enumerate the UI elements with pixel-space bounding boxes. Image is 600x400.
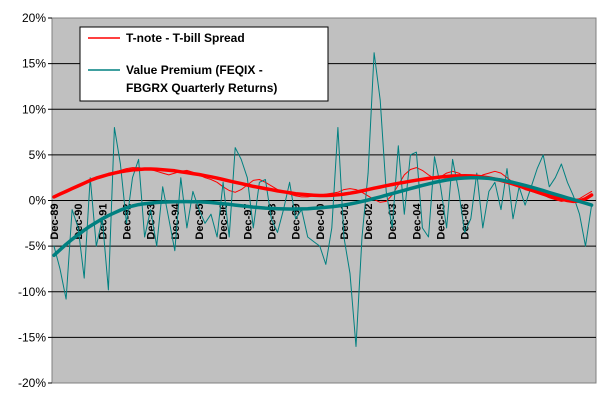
y-tick-label: 0% [29, 194, 47, 208]
y-tick-label: 15% [22, 57, 46, 71]
legend-label: T-note - T-bill Spread [126, 31, 245, 45]
y-axis-ticks: 20% 15% 10% 5% 0% -5% -10% -15% -20% [18, 11, 52, 390]
x-tick-label: Dec-06 [460, 204, 472, 240]
legend-label: Value Premium (FEQIX -FBGRX Quarterly Re… [126, 63, 277, 95]
x-tick-label: Dec-95 [194, 204, 206, 240]
series-line-1 [53, 52, 593, 347]
x-tick-label: Dec-94 [170, 203, 182, 240]
x-tick-label: Dec-04 [411, 203, 423, 240]
x-tick-label: Dec-00 [315, 204, 327, 240]
y-tick-label: 5% [29, 148, 47, 162]
y-tick-label: -10% [18, 285, 46, 299]
y-tick-label: -20% [18, 376, 46, 390]
x-tick-label: Dec-03 [387, 204, 399, 240]
x-tick-label: Dec-93 [146, 204, 158, 240]
x-tick-label: Dec-96 [218, 204, 230, 240]
legend-box [79, 26, 329, 102]
x-tick-label: Dec-89 [49, 204, 61, 240]
series-lines [52, 52, 594, 347]
trend-line-3 [52, 175, 594, 258]
y-tick-label: 10% [22, 102, 46, 116]
y-tick-label: -5% [25, 239, 47, 253]
x-tick-label: Dec-01 [339, 204, 351, 240]
x-tick-label: Dec-02 [363, 204, 375, 240]
x-tick-label: Dec-92 [121, 204, 133, 240]
y-tick-label: -15% [18, 330, 46, 344]
legend: T-note - T-bill Spread Value Premium (FEQ… [79, 26, 329, 102]
y-tick-label: 20% [22, 11, 46, 25]
x-tick-label: Dec-91 [97, 204, 109, 240]
